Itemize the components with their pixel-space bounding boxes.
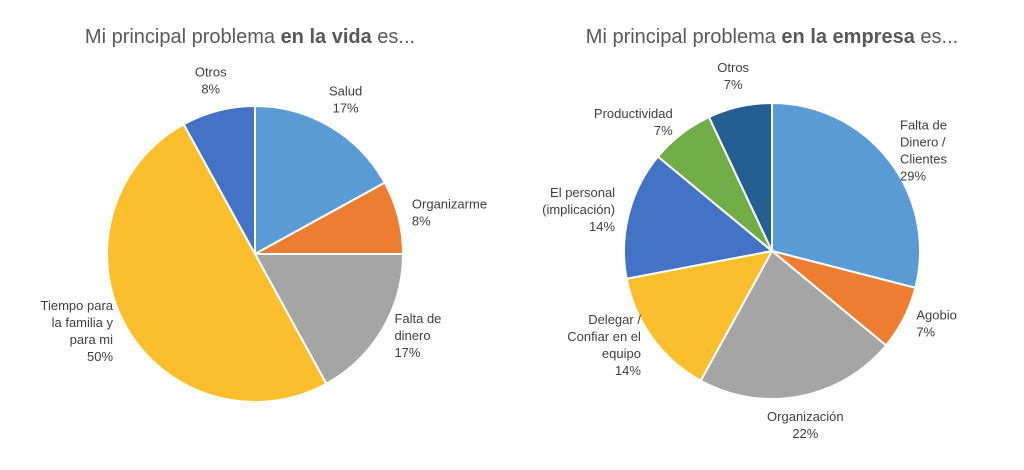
category-label: Clientes bbox=[900, 152, 947, 167]
data-label: 17% bbox=[394, 345, 420, 360]
title-part: en la empresa bbox=[781, 26, 915, 48]
pie-slice bbox=[182, 104, 256, 255]
category-label: El personal bbox=[550, 185, 615, 200]
category-label: Otros bbox=[195, 65, 227, 80]
category-label: dinero bbox=[394, 328, 430, 343]
title-part: Mi principal problema bbox=[586, 26, 777, 48]
category-label: Organizarme bbox=[412, 197, 487, 212]
data-label: 17% bbox=[333, 101, 359, 116]
category-label: Falta de bbox=[900, 118, 947, 133]
chart-title: Mi principal problema en la vida es... bbox=[85, 26, 415, 48]
title-part: en la vida bbox=[281, 26, 373, 48]
title-part: es... bbox=[377, 26, 415, 48]
category-label: para mi bbox=[70, 332, 113, 347]
data-label: 14% bbox=[615, 363, 641, 378]
data-label: 50% bbox=[87, 349, 113, 364]
category-label: la familia y bbox=[52, 315, 114, 330]
category-label: Falta de bbox=[394, 311, 441, 326]
pie-slice bbox=[625, 249, 774, 383]
pie-slice bbox=[699, 249, 888, 400]
category-label: Agobio bbox=[916, 307, 956, 322]
chart-title: Mi principal problema en la empresa es..… bbox=[586, 26, 958, 48]
data-label: 7% bbox=[654, 123, 673, 138]
data-label: 7% bbox=[916, 324, 935, 339]
category-label: Salud bbox=[329, 84, 362, 99]
pie-slice bbox=[623, 155, 775, 280]
data-label: 22% bbox=[792, 426, 818, 441]
category-label: Dinero / bbox=[900, 135, 946, 150]
title-part: es... bbox=[920, 26, 958, 48]
category-label: Organización bbox=[767, 409, 844, 424]
category-label: equipo bbox=[602, 346, 641, 361]
data-label: 8% bbox=[412, 214, 431, 229]
data-label: 14% bbox=[589, 219, 615, 234]
category-label: Confiar en el bbox=[567, 329, 641, 344]
category-label: (implicación) bbox=[542, 202, 615, 217]
pie-slice bbox=[254, 104, 387, 256]
title-part: Mi principal problema bbox=[85, 26, 276, 48]
category-label: Productividad bbox=[594, 106, 673, 121]
pie-slice bbox=[253, 253, 405, 386]
data-label: 29% bbox=[900, 169, 926, 184]
pie-slice bbox=[771, 101, 921, 290]
category-label: Otros bbox=[717, 60, 749, 75]
category-label: Delegar / bbox=[588, 312, 641, 327]
data-label: 8% bbox=[201, 82, 220, 97]
pie-slice bbox=[105, 122, 328, 404]
category-label: Tiempo para bbox=[41, 298, 114, 313]
pie-slice bbox=[707, 101, 773, 252]
data-label: 7% bbox=[724, 77, 743, 92]
